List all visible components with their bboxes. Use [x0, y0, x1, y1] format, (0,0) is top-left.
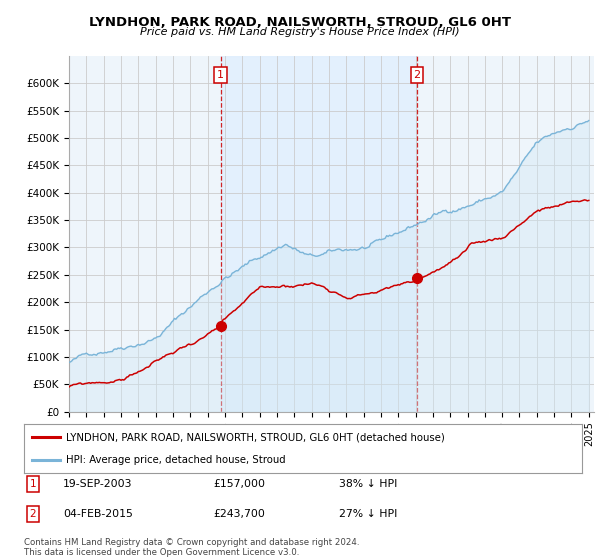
Text: £243,700: £243,700 [213, 509, 265, 519]
Text: 27% ↓ HPI: 27% ↓ HPI [339, 509, 397, 519]
Text: Contains HM Land Registry data © Crown copyright and database right 2024.
This d: Contains HM Land Registry data © Crown c… [24, 538, 359, 557]
Text: LYNDHON, PARK ROAD, NAILSWORTH, STROUD, GL6 0HT (detached house): LYNDHON, PARK ROAD, NAILSWORTH, STROUD, … [66, 432, 445, 442]
Text: 2: 2 [413, 70, 421, 80]
Text: 19-SEP-2003: 19-SEP-2003 [63, 479, 133, 489]
Text: Price paid vs. HM Land Registry's House Price Index (HPI): Price paid vs. HM Land Registry's House … [140, 27, 460, 37]
Text: 1: 1 [217, 70, 224, 80]
Text: HPI: Average price, detached house, Stroud: HPI: Average price, detached house, Stro… [66, 455, 286, 465]
Text: 04-FEB-2015: 04-FEB-2015 [63, 509, 133, 519]
Text: 2: 2 [29, 509, 37, 519]
Text: 38% ↓ HPI: 38% ↓ HPI [339, 479, 397, 489]
Text: LYNDHON, PARK ROAD, NAILSWORTH, STROUD, GL6 0HT: LYNDHON, PARK ROAD, NAILSWORTH, STROUD, … [89, 16, 511, 29]
Text: 1: 1 [29, 479, 37, 489]
Bar [221, 56, 417, 412]
Text: £157,000: £157,000 [213, 479, 265, 489]
